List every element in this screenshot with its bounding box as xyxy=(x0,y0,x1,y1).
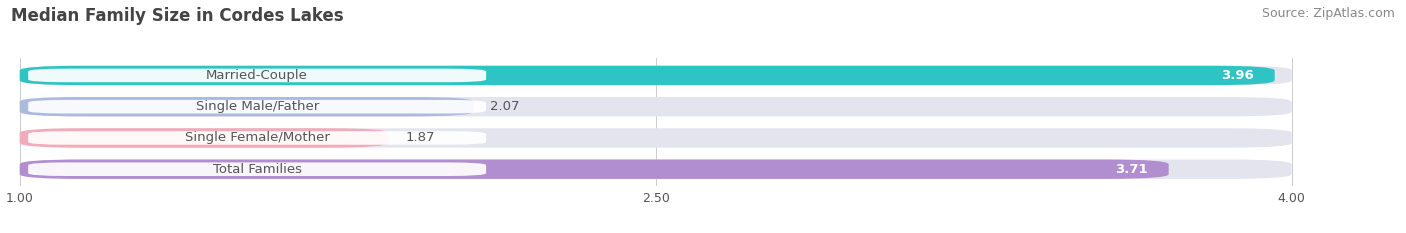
FancyBboxPatch shape xyxy=(20,66,1292,85)
FancyBboxPatch shape xyxy=(20,128,1292,148)
Text: 3.96: 3.96 xyxy=(1220,69,1254,82)
Text: 1.87: 1.87 xyxy=(405,131,434,144)
FancyBboxPatch shape xyxy=(20,97,1292,116)
Text: 3.71: 3.71 xyxy=(1115,163,1147,176)
FancyBboxPatch shape xyxy=(28,131,486,145)
FancyBboxPatch shape xyxy=(20,160,1292,179)
FancyBboxPatch shape xyxy=(28,100,486,113)
FancyBboxPatch shape xyxy=(20,128,388,148)
Text: Source: ZipAtlas.com: Source: ZipAtlas.com xyxy=(1261,7,1395,20)
Text: Single Female/Mother: Single Female/Mother xyxy=(184,131,329,144)
Text: Married-Couple: Married-Couple xyxy=(207,69,308,82)
FancyBboxPatch shape xyxy=(20,66,1275,85)
FancyBboxPatch shape xyxy=(28,69,486,82)
FancyBboxPatch shape xyxy=(28,162,486,176)
Text: Total Families: Total Families xyxy=(212,163,302,176)
FancyBboxPatch shape xyxy=(20,160,1168,179)
Text: Single Male/Father: Single Male/Father xyxy=(195,100,319,113)
Text: Median Family Size in Cordes Lakes: Median Family Size in Cordes Lakes xyxy=(11,7,344,25)
Text: 2.07: 2.07 xyxy=(491,100,520,113)
FancyBboxPatch shape xyxy=(20,97,474,116)
